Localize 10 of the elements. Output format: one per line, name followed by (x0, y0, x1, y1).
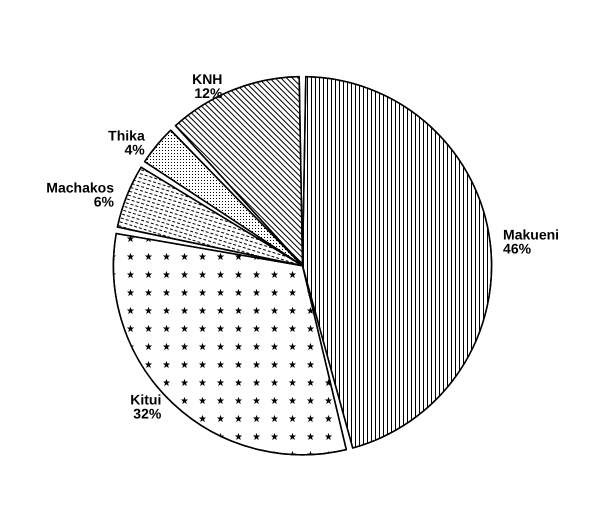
data-label: 4% (124, 142, 146, 158)
slice-label: Thika (108, 128, 145, 144)
data-label: 46% (503, 240, 532, 257)
data-label: 12% (194, 85, 223, 102)
data-label: 6% (94, 194, 115, 210)
slice-label: KNH (192, 71, 222, 88)
data-label: 32% (133, 405, 162, 422)
slice-label: Makueni (503, 226, 560, 243)
slice-label: Machakos (46, 180, 114, 196)
slice-label: Kitui (130, 391, 162, 408)
